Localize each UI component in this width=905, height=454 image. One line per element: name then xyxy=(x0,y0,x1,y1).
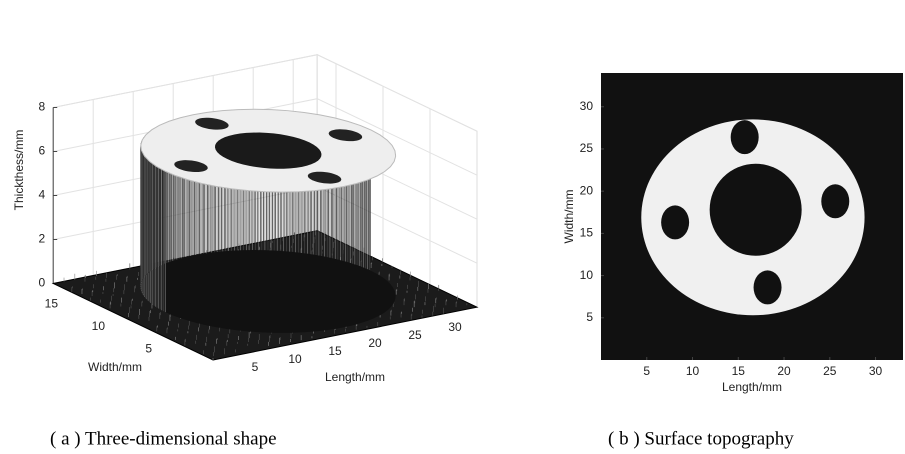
hole xyxy=(661,205,689,239)
z-tick-label: 8 xyxy=(39,100,46,114)
y-tick-label: 10 xyxy=(92,319,106,333)
x-tick-label: 15 xyxy=(328,344,342,358)
y-tick-label: 30 xyxy=(580,99,594,113)
y-tick-label: 5 xyxy=(145,342,152,356)
caption: ( b ) Surface topography xyxy=(608,428,794,449)
x-tick-label: 25 xyxy=(823,364,837,378)
figure: ( a ) Three-dimensional shape ( b ) Surf… xyxy=(0,0,905,454)
x-tick-label: 30 xyxy=(869,364,883,378)
hole xyxy=(754,270,782,304)
z-tick-label: 0 xyxy=(39,276,46,290)
x-tick-label: 30 xyxy=(448,320,462,334)
x-axis-label: Length/mm xyxy=(722,380,782,394)
y-axis-label: Width/mm xyxy=(562,189,576,243)
y-tick-label: 15 xyxy=(45,297,59,311)
y-axis-label: Width/mm xyxy=(88,360,142,374)
hole xyxy=(731,120,759,154)
y-tick-label: 15 xyxy=(580,226,594,240)
x-tick-label: 5 xyxy=(252,360,259,374)
z-axis-label: Thickthess/mm xyxy=(12,130,26,211)
z-tick-label: 6 xyxy=(39,144,46,158)
x-tick-label: 20 xyxy=(777,364,791,378)
z-tick-label: 4 xyxy=(39,188,46,202)
x-tick-label: 10 xyxy=(686,364,700,378)
x-axis-label: Length/mm xyxy=(325,370,385,384)
caption: ( a ) Three-dimensional shape xyxy=(50,428,277,449)
x-tick-label: 15 xyxy=(732,364,746,378)
x-tick-label: 5 xyxy=(643,364,650,378)
z-tick-label: 2 xyxy=(39,232,46,246)
x-tick-label: 20 xyxy=(368,336,382,350)
y-tick-label: 10 xyxy=(580,268,594,282)
y-tick-label: 20 xyxy=(580,183,594,197)
y-tick-label: 25 xyxy=(580,141,594,155)
x-tick-label: 25 xyxy=(408,328,422,342)
y-tick-label: 5 xyxy=(586,310,593,324)
x-tick-label: 10 xyxy=(288,352,302,366)
center-hole xyxy=(710,164,802,256)
hole xyxy=(821,184,849,218)
